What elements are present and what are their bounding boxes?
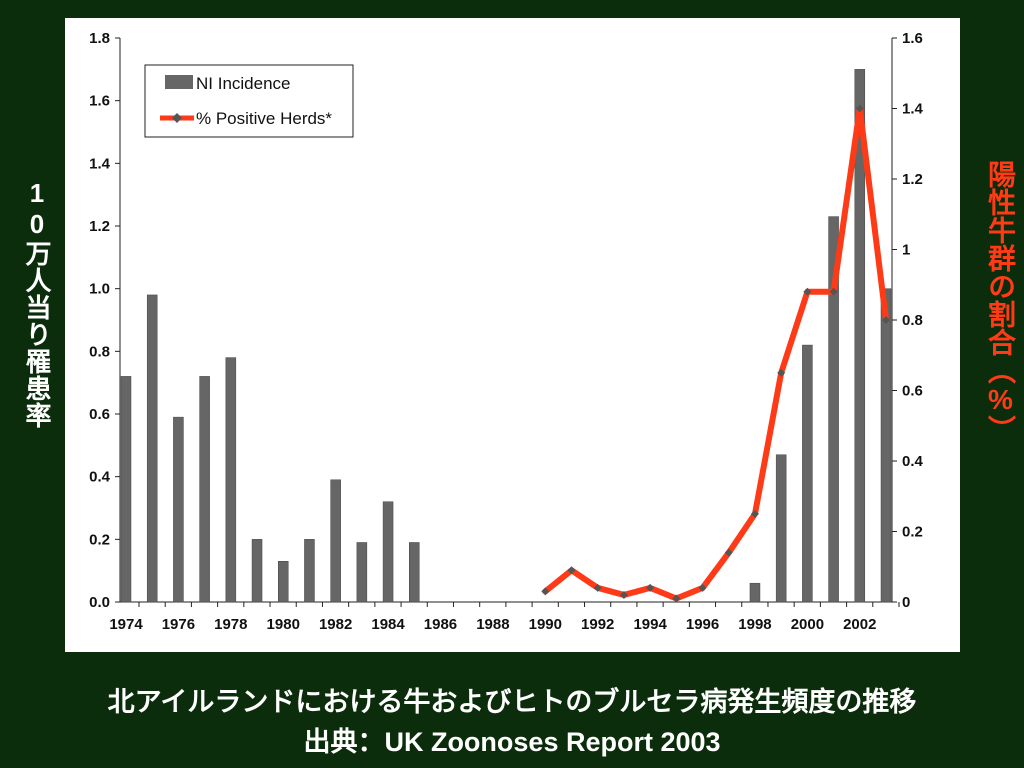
positive-herds-point	[619, 590, 628, 599]
incidence-bar	[173, 416, 184, 603]
right-tick-label: 1.4	[902, 101, 924, 118]
x-tick-label: 1998	[738, 616, 771, 633]
left-tick-label: 0.6	[89, 406, 110, 423]
left-axis-label: 10万人当り罹患率	[22, 178, 52, 429]
x-tick-label: 1978	[214, 616, 247, 633]
positive-herds-point	[567, 566, 576, 575]
legend-line-marker	[172, 113, 182, 123]
right-tick-label: 0.2	[902, 524, 923, 541]
left-tick-label: 1.0	[89, 281, 110, 298]
x-tick-label: 1990	[529, 616, 562, 633]
right-tick-label: 0	[902, 594, 910, 611]
positive-herds-point	[855, 104, 864, 113]
caption-title: 北アイルランドにおける牛およびヒトのブルセラ病発生頻度の推移	[107, 687, 917, 717]
line-series	[541, 104, 890, 603]
left-tick-label: 0.0	[89, 594, 110, 611]
x-tick-label: 1984	[371, 616, 405, 633]
incidence-bar	[199, 376, 210, 603]
x-tick-label: 1986	[424, 616, 457, 633]
incidence-bar	[854, 69, 866, 603]
incidence-bar	[330, 479, 341, 603]
legend: NI Incidence % Positive Herds*	[144, 64, 354, 138]
x-tick-label: 1988	[476, 616, 509, 633]
positive-herds-point	[698, 583, 707, 592]
positive-herds-point	[672, 594, 681, 603]
legend-label-line: % Positive Herds*	[196, 109, 332, 128]
left-tick-label: 0.2	[89, 531, 110, 548]
right-tick-label: 0.4	[902, 453, 924, 470]
x-tick-label: 2000	[791, 616, 824, 633]
right-tick-label: 1	[902, 242, 910, 259]
right-tick-label: 1.6	[902, 30, 923, 47]
incidence-bar	[382, 501, 394, 603]
positive-herds-line	[542, 105, 889, 602]
x-tick-label: 1982	[319, 616, 352, 633]
left-tick-label: 0.8	[89, 343, 110, 360]
positive-herds-point	[724, 548, 733, 557]
x-tick-label: 1996	[686, 616, 719, 633]
incidence-bar	[251, 539, 263, 603]
x-tick-label: 1994	[633, 616, 667, 633]
axes: 0.0 0.2 0.4 0.6 0.8 1.0 1.2 1.4 1.6 1.8 0 0.2 0.4 0.6…	[89, 30, 923, 633]
x-tick-label: 2002	[843, 616, 876, 633]
x-tick-label: 1974	[109, 616, 143, 633]
left-tick-label: 0.4	[89, 469, 111, 486]
x-tick-label: 1976	[162, 616, 195, 633]
incidence-bar	[304, 539, 315, 603]
left-tick-label: 1.4	[89, 155, 111, 172]
positive-herds-point	[882, 316, 890, 324]
incidence-bar	[828, 216, 839, 603]
positive-herds-point	[777, 368, 786, 377]
left-tick-label: 1.8	[89, 30, 110, 47]
incidence-bar	[120, 376, 132, 603]
positive-herds-point	[593, 583, 602, 592]
positive-herds-point	[541, 587, 550, 596]
x-tick-label: 1980	[267, 616, 300, 633]
positive-herds-point	[803, 287, 812, 296]
incidence-bar	[749, 582, 761, 603]
bars	[120, 69, 892, 603]
positive-herds-point	[646, 583, 655, 592]
left-tick-label: 1.2	[89, 218, 110, 235]
incidence-bar	[225, 357, 237, 603]
incidence-bar	[356, 542, 368, 603]
right-tick-label: 0.6	[902, 383, 923, 400]
positive-herds-point	[750, 509, 759, 518]
incidence-bar	[775, 454, 787, 603]
legend-bar-swatch	[165, 75, 193, 89]
right-tick-label: 0.8	[902, 312, 923, 329]
plot-panel: 0.0 0.2 0.4 0.6 0.8 1.0 1.2 1.4 1.6 1.8 0 0.2 0.4 0.6…	[65, 18, 960, 652]
x-tick-label: 1992	[581, 616, 614, 633]
right-tick-label: 1.2	[902, 171, 923, 188]
left-tick-label: 1.6	[89, 93, 110, 110]
caption-source: 出典：UK Zoonoses Report 2003	[303, 727, 721, 757]
legend-label-bars: NI Incidence	[196, 74, 291, 93]
incidence-bar	[880, 288, 892, 603]
chart: 0.0 0.2 0.4 0.6 0.8 1.0 1.2 1.4 1.6 1.8 0 0.2 0.4 0.6…	[89, 30, 923, 633]
incidence-bar	[277, 561, 289, 603]
incidence-bar	[146, 294, 158, 603]
right-axis-label: 陽性牛群の割合（%）	[985, 160, 1016, 443]
incidence-bar	[802, 344, 813, 603]
incidence-bar	[409, 542, 420, 603]
positive-herds-point	[829, 287, 838, 296]
